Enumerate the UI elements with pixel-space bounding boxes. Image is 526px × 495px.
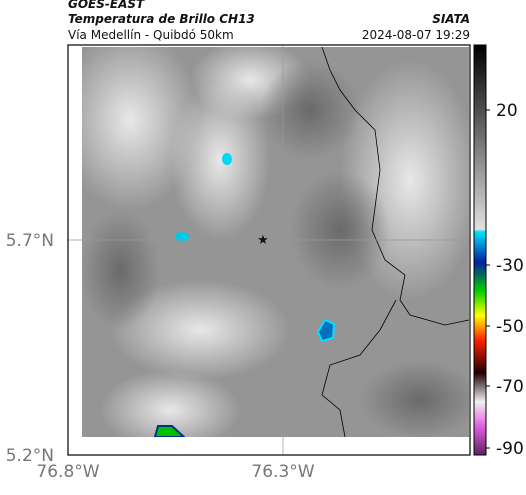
colorbar-label: -90	[496, 439, 524, 459]
colorbar-ticks	[486, 109, 490, 449]
lat-label: 5.7°N	[6, 231, 54, 251]
lon-label: 76.3°W	[251, 462, 314, 482]
colorbar-label: -30	[496, 256, 524, 276]
timestamp: 2024-08-07 19:29	[362, 28, 470, 42]
lat-label: 5.2°N	[6, 446, 54, 466]
map-frame	[67, 44, 471, 456]
colorbar-label: -50	[496, 317, 524, 337]
colorbar-label: -70	[496, 377, 524, 397]
source: SIATA	[432, 12, 470, 26]
subtitle: Temperatura de Brillo CH13	[68, 12, 255, 26]
location: Vía Medellín - Quibdó 50km	[68, 28, 234, 42]
colorbar	[473, 44, 487, 456]
title: GOES-EAST	[68, 0, 145, 11]
colorbar-label: 20	[496, 101, 518, 121]
lon-label: 76.8°W	[36, 462, 99, 482]
location-marker: ★	[257, 233, 269, 248]
